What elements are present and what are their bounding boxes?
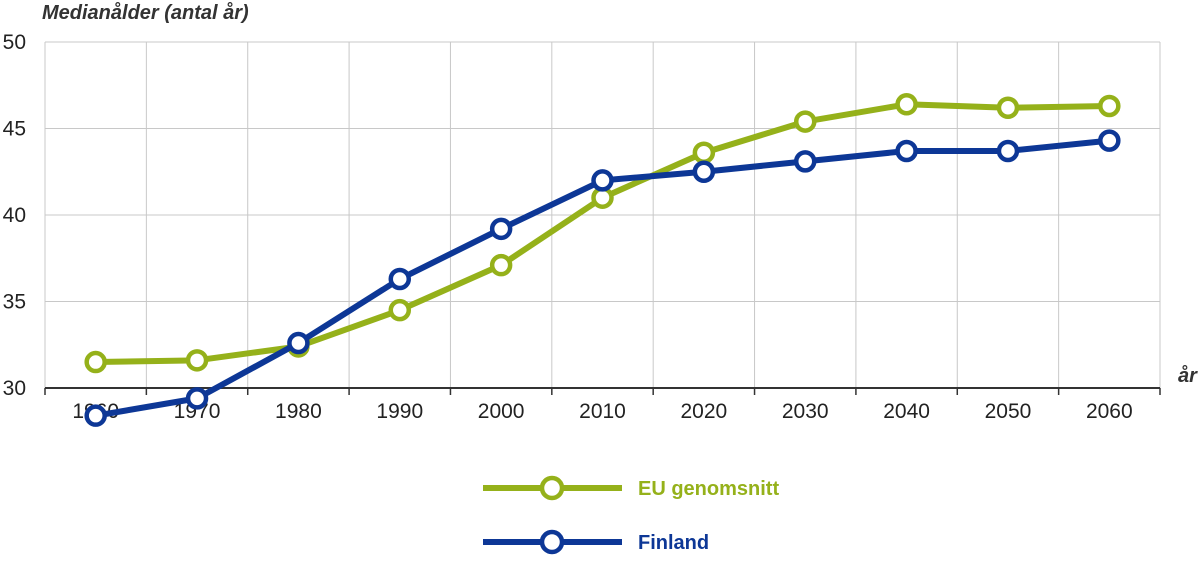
data-point [1098, 94, 1121, 118]
series-1 [84, 129, 1121, 427]
legend-label: EU genomsnitt [638, 478, 779, 500]
data-point [996, 139, 1020, 163]
y-tick-label: 45 [3, 118, 26, 141]
x-tick-label: 1970 [174, 400, 221, 423]
series-lines [84, 93, 1121, 427]
x-tick-labels: 1960197019801990200020102020203020402050… [72, 400, 1132, 423]
y-tick-label: 35 [3, 291, 26, 314]
x-axis-title: år [1178, 364, 1198, 387]
x-tick-label: 2060 [1086, 400, 1133, 423]
data-point [84, 350, 107, 374]
data-point [84, 404, 107, 427]
legend-item: EU genomsnitt [483, 475, 779, 501]
data-point [185, 387, 209, 410]
x-tick-label: 2030 [782, 400, 829, 423]
data-point [895, 93, 918, 116]
data-point [388, 298, 412, 322]
y-tick-labels: 30 35 40 45 50 [3, 31, 26, 400]
data-point [692, 160, 716, 183]
gridlines [44, 41, 1161, 395]
data-point [489, 217, 513, 241]
data-point [1098, 129, 1121, 152]
data-point [996, 96, 1020, 119]
y-tick-label: 30 [3, 377, 26, 400]
data-point [388, 267, 412, 291]
x-tick-label: 2040 [883, 400, 930, 423]
data-point [692, 141, 716, 164]
legend-item: Finland [483, 529, 709, 555]
legend-marker [539, 529, 565, 555]
legend: EU genomsnitt Finland [483, 475, 779, 555]
data-point [793, 110, 817, 133]
data-point [489, 253, 513, 277]
data-point [185, 349, 209, 372]
data-point [591, 169, 614, 192]
x-tick-label: 1980 [275, 400, 322, 423]
legend-label: Finland [638, 532, 709, 554]
legend-marker [539, 475, 565, 501]
x-tick-label: 2000 [478, 400, 525, 423]
data-point [287, 331, 310, 355]
y-tick-label: 50 [3, 31, 26, 54]
data-point [895, 139, 918, 163]
x-tick-label: 2050 [985, 400, 1032, 423]
y-axis-title: Medianålder (antal år) [42, 1, 249, 24]
y-tick-label: 40 [3, 204, 26, 227]
x-tick-label: 1990 [376, 400, 423, 423]
x-tick-label: 2020 [681, 400, 728, 423]
x-tick-label: 2010 [579, 400, 626, 423]
data-point [793, 150, 817, 173]
series-0 [84, 93, 1121, 374]
